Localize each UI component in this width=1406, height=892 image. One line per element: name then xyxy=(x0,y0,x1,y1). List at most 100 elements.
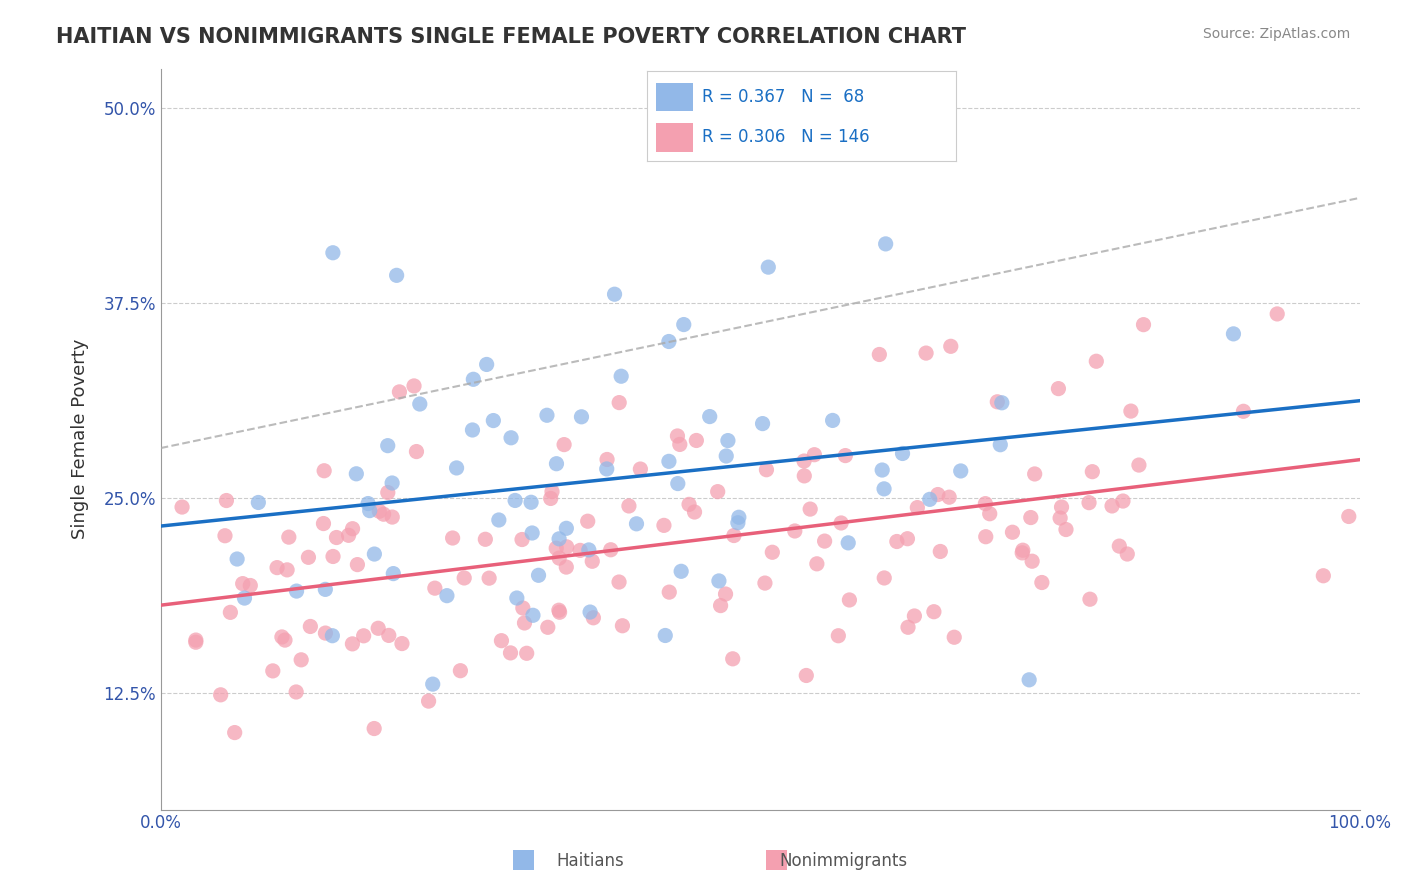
Point xyxy=(233,591,256,605)
Point xyxy=(214,529,236,543)
Point xyxy=(896,532,918,546)
Point xyxy=(381,475,404,490)
Text: Nonimmigrants: Nonimmigrants xyxy=(779,852,908,870)
Point xyxy=(541,484,564,499)
Point xyxy=(297,550,319,565)
Point xyxy=(170,500,193,514)
FancyBboxPatch shape xyxy=(657,83,693,112)
Point xyxy=(838,593,860,607)
Point xyxy=(453,571,475,585)
Point xyxy=(418,694,440,708)
Point xyxy=(520,495,543,509)
Point xyxy=(373,507,395,521)
Point xyxy=(886,534,908,549)
Point xyxy=(1047,382,1070,396)
Point xyxy=(488,513,510,527)
Text: Source: ZipAtlas.com: Source: ZipAtlas.com xyxy=(1202,27,1350,41)
Point xyxy=(548,605,571,619)
Point xyxy=(582,611,605,625)
Point xyxy=(1001,525,1024,540)
Point xyxy=(422,677,444,691)
Point xyxy=(754,576,776,591)
Point xyxy=(626,516,648,531)
Point xyxy=(555,540,578,554)
Point xyxy=(974,530,997,544)
Point xyxy=(870,463,893,477)
Point xyxy=(678,497,700,511)
Point xyxy=(449,664,471,678)
Point xyxy=(799,502,821,516)
Point xyxy=(520,526,543,541)
Point xyxy=(837,536,859,550)
Point xyxy=(1312,568,1334,582)
Point xyxy=(285,584,308,599)
Point xyxy=(755,463,778,477)
Point xyxy=(571,409,593,424)
Point xyxy=(727,510,749,524)
Point xyxy=(402,379,425,393)
Point xyxy=(503,493,526,508)
Point xyxy=(929,544,952,558)
Point xyxy=(321,629,343,643)
Point xyxy=(540,491,562,506)
Point xyxy=(628,462,651,476)
Point xyxy=(271,630,294,644)
FancyBboxPatch shape xyxy=(657,123,693,152)
Point xyxy=(714,587,737,601)
Point xyxy=(553,437,575,451)
Point xyxy=(1116,547,1139,561)
Point xyxy=(325,531,347,545)
Point xyxy=(1119,404,1142,418)
Point xyxy=(986,394,1008,409)
Point xyxy=(184,635,207,649)
Point xyxy=(756,260,779,274)
Point xyxy=(834,449,856,463)
Point xyxy=(1222,326,1244,341)
Point xyxy=(1018,673,1040,687)
Point xyxy=(322,245,344,260)
Point xyxy=(446,461,468,475)
Point xyxy=(312,516,335,531)
Point xyxy=(513,615,536,630)
Point xyxy=(209,688,232,702)
Point xyxy=(482,413,505,427)
Point xyxy=(685,434,707,448)
Point xyxy=(1011,546,1033,560)
Point xyxy=(903,609,925,624)
Point xyxy=(666,429,689,443)
Point xyxy=(1132,318,1154,332)
Point xyxy=(991,396,1014,410)
Point xyxy=(579,605,602,619)
Point xyxy=(463,372,485,386)
Point xyxy=(536,409,558,423)
Point xyxy=(314,626,336,640)
Point xyxy=(522,608,544,623)
Point xyxy=(806,557,828,571)
Text: Haitians: Haitians xyxy=(557,852,624,870)
Point xyxy=(409,397,432,411)
Point xyxy=(1108,539,1130,553)
Point xyxy=(576,514,599,528)
Point xyxy=(751,417,773,431)
Point xyxy=(262,664,284,678)
Point xyxy=(905,500,928,515)
Point xyxy=(277,530,299,544)
Point xyxy=(1049,511,1071,525)
Point xyxy=(363,547,385,561)
Point xyxy=(721,652,744,666)
Point xyxy=(499,646,522,660)
Text: HAITIAN VS NONIMMIGRANTS SINGLE FEMALE POVERTY CORRELATION CHART: HAITIAN VS NONIMMIGRANTS SINGLE FEMALE P… xyxy=(56,27,966,46)
Point xyxy=(830,516,852,530)
Point xyxy=(247,495,270,509)
Point xyxy=(607,395,630,409)
Point xyxy=(378,628,401,642)
Point xyxy=(666,476,689,491)
Point xyxy=(669,564,692,578)
Point xyxy=(1337,509,1360,524)
Point xyxy=(314,582,336,597)
Point xyxy=(761,545,783,559)
Point xyxy=(276,563,298,577)
Text: R = 0.367   N =  68: R = 0.367 N = 68 xyxy=(703,88,865,106)
Point xyxy=(873,482,896,496)
Point xyxy=(1050,500,1073,514)
